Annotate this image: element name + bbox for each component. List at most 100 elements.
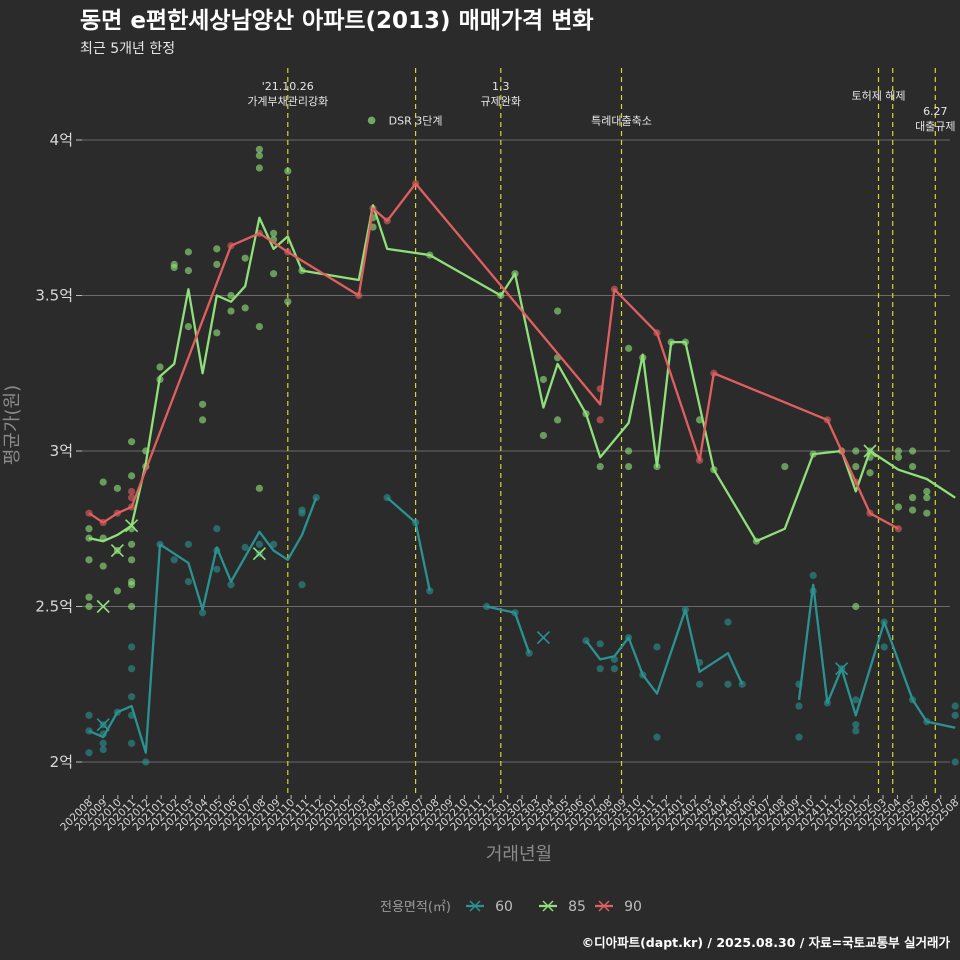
data-point: [596, 665, 604, 673]
series-85: [85, 145, 931, 611]
series-line: [486, 605, 531, 654]
series-line: [585, 608, 744, 695]
data-point: [255, 151, 263, 160]
y-tick-label: 4억: [50, 131, 73, 149]
data-point: [184, 248, 192, 256]
data-point: [113, 587, 121, 595]
data-point: [199, 400, 207, 408]
data-point: [184, 267, 192, 275]
data-point: [241, 304, 249, 312]
data-point: [610, 665, 619, 673]
cross-marker: [252, 547, 266, 561]
y-tick-label: 3.5억: [35, 287, 73, 305]
data-point: [85, 556, 93, 564]
series-90: [85, 179, 903, 533]
series-line-90: [88, 182, 899, 530]
series-60: [85, 494, 959, 766]
data-point: [270, 229, 278, 237]
data-point: [795, 733, 803, 741]
data-point: [852, 602, 860, 611]
legend-marker: [469, 900, 481, 912]
data-point: [596, 416, 604, 424]
data-point: [142, 758, 150, 766]
legend-label: 90: [624, 899, 642, 915]
data-point: [128, 643, 136, 651]
cross-marker: [835, 662, 849, 676]
event-label: '21.10.26 가계부채관리강화: [247, 80, 328, 108]
data-point: [156, 363, 164, 371]
data-point: [724, 618, 732, 626]
data-point: [113, 484, 121, 492]
event-marker: [367, 116, 376, 125]
data-point: [85, 593, 93, 601]
legend-marker: [542, 900, 554, 912]
x-axis-ticks: 2020082020092020102020112020122021012021…: [58, 795, 960, 833]
data-point: [213, 329, 221, 337]
data-point: [696, 680, 704, 688]
data-point: [284, 167, 292, 175]
event-label: 6.27 대출규제: [915, 105, 955, 133]
data-point: [852, 696, 860, 704]
data-point: [227, 291, 235, 300]
data-point: [894, 447, 903, 455]
legend-title: 전용면적(㎡): [380, 900, 451, 915]
data-point: [426, 587, 434, 595]
data-point: [199, 416, 207, 424]
data-point: [625, 344, 633, 352]
series-line: [88, 182, 899, 530]
data-point: [781, 462, 789, 471]
data-point: [255, 540, 263, 548]
data-point: [170, 263, 178, 272]
data-point: [128, 540, 136, 548]
cross-marker: [125, 519, 139, 533]
y-tick-label: 3억: [50, 442, 73, 460]
x-axis-label: 거래년월: [486, 844, 552, 865]
data-point: [128, 739, 136, 747]
cross-marker: [96, 718, 110, 732]
data-point: [255, 145, 263, 153]
event-label: 토허제 해제: [851, 89, 905, 103]
data-point: [99, 745, 107, 754]
series-layer: [85, 145, 959, 766]
data-point: [85, 711, 93, 719]
data-point: [199, 609, 207, 617]
data-point: [255, 484, 263, 492]
data-point: [625, 447, 633, 455]
data-point: [539, 431, 548, 440]
data-point: [653, 733, 661, 741]
data-point: [724, 680, 732, 688]
data-point: [909, 447, 917, 455]
data-point: [951, 758, 959, 766]
data-point: [795, 702, 803, 710]
data-point: [894, 503, 903, 511]
data-point: [852, 462, 860, 471]
data-point: [909, 462, 917, 471]
data-point: [923, 494, 931, 502]
legend-label: 60: [495, 899, 513, 915]
data-point: [866, 469, 874, 477]
data-point: [128, 693, 136, 701]
y-tick-label: 2억: [50, 753, 73, 771]
data-point: [270, 270, 278, 278]
data-point: [99, 478, 107, 486]
data-point: [909, 494, 917, 502]
data-point: [894, 453, 903, 461]
series-line-60: [88, 496, 956, 754]
legend-item-60: 60: [466, 899, 513, 915]
data-point: [184, 540, 192, 548]
y-tick-label: 2.5억: [35, 598, 73, 616]
series-line-85: [88, 204, 956, 614]
event-label: 특례대출축소: [591, 114, 652, 127]
data-point: [128, 438, 136, 446]
data-point: [270, 540, 278, 548]
data-point: [554, 416, 562, 424]
data-point: [213, 525, 221, 533]
legend: 전용면적(㎡) 60 85 90: [380, 899, 642, 915]
data-point: [241, 254, 249, 262]
data-point: [596, 640, 604, 648]
chart-title: 동면 e편한세상남양산 아파트(2013) 매매가격 변화: [80, 8, 594, 34]
data-point: [539, 375, 548, 384]
data-point: [128, 556, 136, 564]
data-point: [852, 447, 860, 455]
